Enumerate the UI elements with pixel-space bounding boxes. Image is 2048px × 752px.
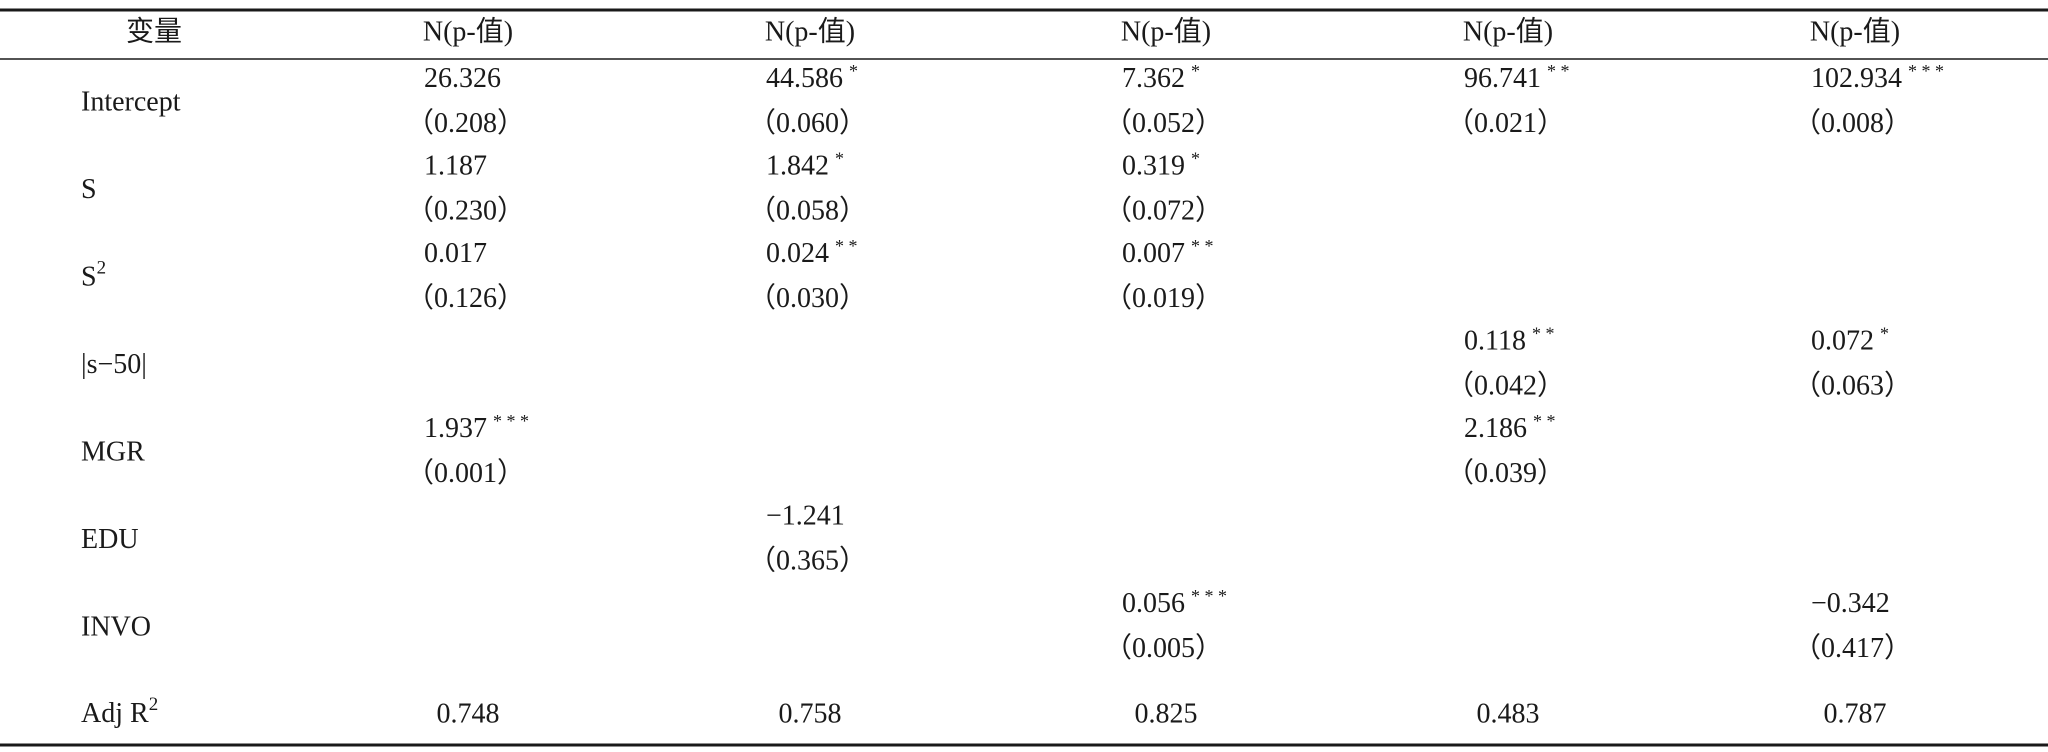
cell-p-value: （0.001） — [406, 457, 525, 489]
cell-coef: 0.758 — [779, 698, 842, 729]
significance-stars: * — [1880, 324, 1889, 344]
header-cell: N(p-值) — [423, 15, 513, 47]
row-label-text: Adj R — [81, 698, 149, 729]
cell-coef: 0.017 — [424, 238, 487, 269]
cell-coef: 1.937 * * * — [424, 411, 529, 444]
coef-value: 2.186 — [1464, 413, 1527, 444]
cell-coef: 96.741 * * — [1464, 61, 1570, 94]
cell-coef: 0.118 * * — [1464, 324, 1554, 357]
cell-coef: 0.056 * * * — [1122, 586, 1227, 619]
cell-coef: 7.362 * — [1122, 61, 1200, 94]
coef-value: 26.326 — [424, 63, 501, 94]
row-label: S — [81, 174, 97, 205]
cell-coef: 0.483 — [1477, 698, 1540, 729]
cell-coef: 0.024 * * — [766, 236, 858, 269]
cell-p-value: （0.126） — [406, 282, 525, 314]
coef-value: 0.017 — [424, 238, 487, 269]
cell-p-value: （0.058） — [748, 194, 867, 226]
row-label-text: EDU — [81, 524, 139, 555]
header-cell: N(p-值) — [1463, 15, 1553, 47]
coef-value: 1.842 — [766, 151, 829, 182]
coef-value: 0.024 — [766, 238, 829, 269]
coef-value: 44.586 — [766, 63, 843, 94]
coef-value: 0.118 — [1464, 326, 1526, 357]
cell-coef: 44.586 * — [766, 61, 858, 94]
significance-stars: * * — [835, 236, 858, 256]
cell-coef: 26.326 — [424, 63, 501, 94]
cell-p-value: （0.021） — [1446, 107, 1565, 139]
coef-value: 1.187 — [424, 151, 487, 182]
coef-value: 0.056 — [1122, 588, 1185, 619]
coef-value: 0.319 — [1122, 151, 1185, 182]
cell-coef: 0.787 — [1824, 698, 1887, 729]
significance-stars: * — [1191, 149, 1200, 169]
significance-stars: * * — [1547, 61, 1570, 81]
significance-stars: * — [1191, 61, 1200, 81]
row-label-text: S — [81, 174, 97, 205]
row-label: INVO — [81, 612, 151, 643]
row-label-text: INVO — [81, 612, 151, 643]
row-label-text: S — [81, 262, 97, 293]
cell-p-value: （0.042） — [1446, 369, 1565, 401]
cell-p-value: （0.019） — [1104, 282, 1223, 314]
cell-coef: 0.825 — [1135, 698, 1198, 729]
coef-value: 7.362 — [1122, 63, 1185, 94]
cell-p-value: （0.060） — [748, 107, 867, 139]
cell-p-value: （0.230） — [406, 194, 525, 226]
cell-p-value: （0.365） — [748, 544, 867, 576]
header-cell: N(p-值) — [1810, 15, 1900, 47]
cell-coef: 102.934 * * * — [1811, 61, 1944, 94]
significance-stars: * * * — [1908, 61, 1944, 81]
cell-coef: 0.072 * — [1811, 324, 1889, 357]
significance-stars: * * — [1533, 411, 1556, 431]
row-label: S2 — [81, 258, 106, 293]
cell-p-value: （0.052） — [1104, 107, 1223, 139]
significance-stars: * * * — [1191, 586, 1227, 606]
cell-coef: 2.186 * * — [1464, 411, 1556, 444]
cell-coef: −1.241 — [766, 501, 845, 532]
row-label-text: Intercept — [81, 87, 181, 118]
row-label: |s−50| — [81, 349, 147, 380]
cell-coef: 0.319 * — [1122, 149, 1200, 182]
row-label: Intercept — [81, 87, 181, 118]
header-cell: N(p-值) — [1121, 15, 1211, 47]
cell-p-value: （0.208） — [406, 107, 525, 139]
coef-value: 0.072 — [1811, 326, 1874, 357]
cell-p-value: （0.039） — [1446, 457, 1565, 489]
cell-coef: 0.007 * * — [1122, 236, 1214, 269]
row-label: MGR — [81, 437, 145, 468]
coef-value: 96.741 — [1464, 63, 1541, 94]
cell-p-value: （0.417） — [1793, 632, 1912, 664]
significance-stars: * * * — [493, 411, 529, 431]
cell-p-value: （0.072） — [1104, 194, 1223, 226]
row-label-sup: 2 — [149, 694, 159, 715]
coef-value: 102.934 — [1811, 63, 1902, 94]
coef-value: 1.937 — [424, 413, 487, 444]
header-cell: 变量 — [126, 15, 182, 47]
significance-stars: * — [849, 61, 858, 81]
row-label: EDU — [81, 524, 139, 555]
row-label-text: MGR — [81, 437, 145, 468]
header-cell: N(p-值) — [765, 15, 855, 47]
row-label-sup: 2 — [97, 258, 107, 279]
cell-p-value: （0.063） — [1793, 369, 1912, 401]
coef-value: −1.241 — [766, 501, 845, 532]
significance-stars: * * — [1191, 236, 1214, 256]
cell-coef: 0.748 — [437, 698, 500, 729]
cell-coef: 1.187 — [424, 151, 487, 182]
significance-stars: * * — [1532, 324, 1555, 344]
cell-p-value: （0.005） — [1104, 632, 1223, 664]
significance-stars: * — [835, 149, 844, 169]
row-label: Adj R2 — [81, 694, 158, 729]
coef-value: 0.007 — [1122, 238, 1185, 269]
cell-coef: −0.342 — [1811, 588, 1890, 619]
cell-p-value: （0.008） — [1793, 107, 1912, 139]
row-label-text: |s−50| — [81, 349, 147, 380]
coef-value: −0.342 — [1811, 588, 1890, 619]
cell-coef: 1.842 * — [766, 149, 844, 182]
cell-p-value: （0.030） — [748, 282, 867, 314]
